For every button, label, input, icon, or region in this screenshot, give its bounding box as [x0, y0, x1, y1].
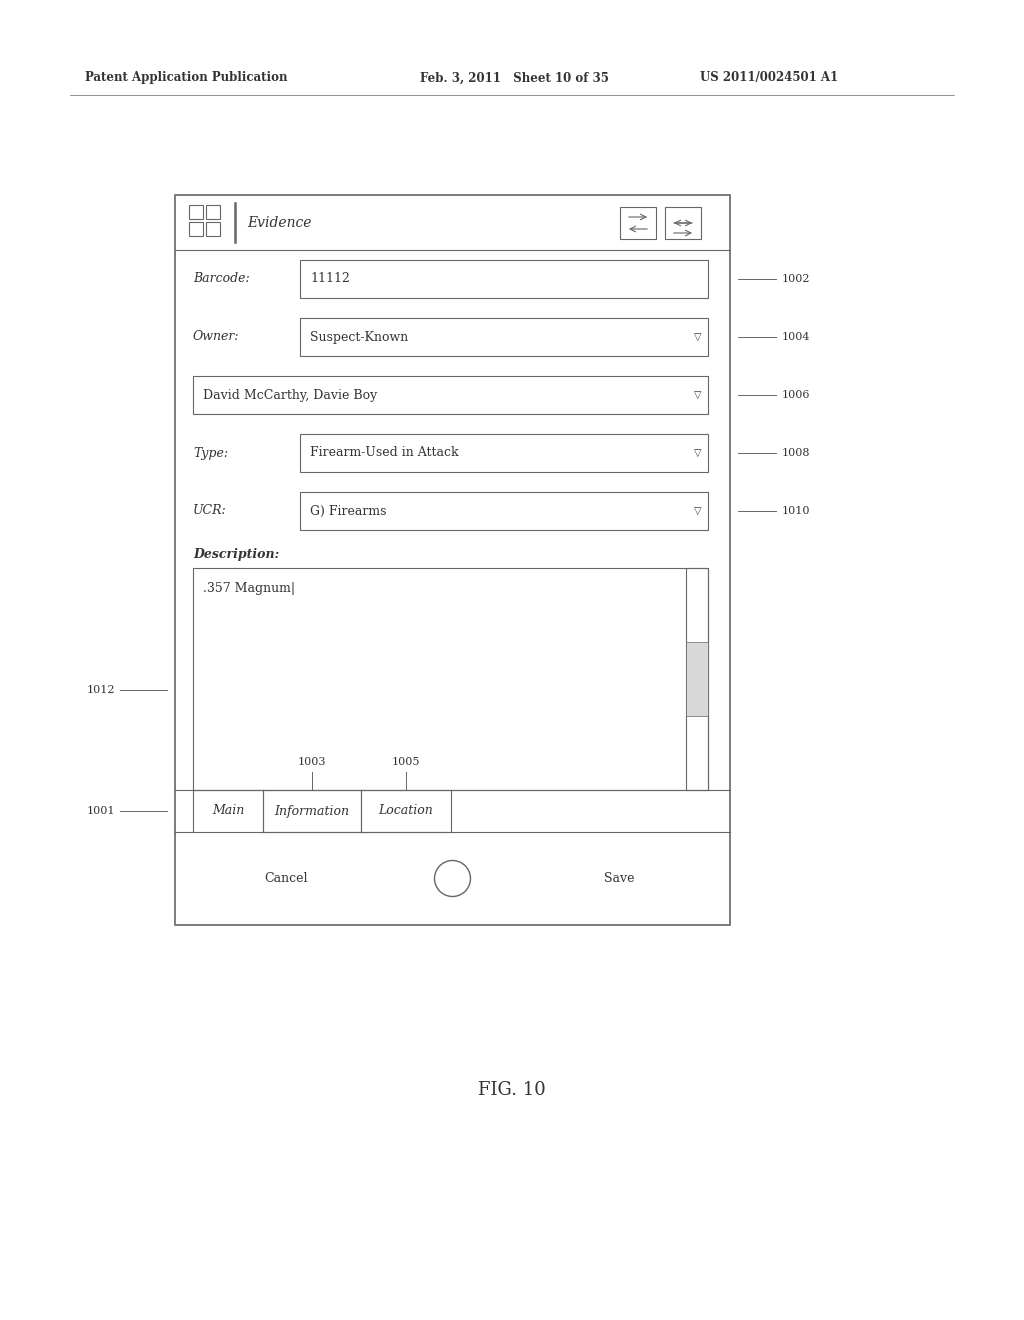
- Text: Owner:: Owner:: [193, 330, 240, 343]
- Bar: [175, 195, 730, 925]
- Text: 1006: 1006: [782, 389, 811, 400]
- Bar: [206, 222, 220, 236]
- Text: Patent Application Publication: Patent Application Publication: [85, 71, 288, 84]
- Text: UCR:: UCR:: [193, 504, 226, 517]
- Text: Cancel: Cancel: [264, 873, 308, 884]
- Bar: [189, 222, 203, 236]
- Text: Information: Information: [274, 804, 349, 817]
- Bar: [300, 260, 708, 298]
- Text: Save: Save: [604, 873, 634, 884]
- Bar: [300, 318, 708, 356]
- Text: Description:: Description:: [193, 548, 280, 561]
- Bar: [620, 207, 656, 239]
- Text: 1002: 1002: [782, 275, 811, 284]
- Bar: [189, 205, 203, 219]
- Text: Location: Location: [379, 804, 433, 817]
- Bar: [193, 568, 708, 789]
- Text: ▽: ▽: [694, 447, 701, 458]
- Text: 1008: 1008: [782, 447, 811, 458]
- Text: ▽: ▽: [694, 389, 701, 400]
- Text: 1012: 1012: [86, 685, 115, 696]
- Text: G) Firearms: G) Firearms: [310, 504, 386, 517]
- Text: ▽: ▽: [694, 333, 701, 342]
- Text: 1005: 1005: [392, 756, 420, 767]
- Text: US 2011/0024501 A1: US 2011/0024501 A1: [700, 71, 838, 84]
- Text: Type:: Type:: [193, 446, 228, 459]
- Bar: [665, 207, 701, 239]
- Text: 1003: 1003: [298, 756, 327, 767]
- Text: 1010: 1010: [782, 506, 811, 516]
- Text: ▽: ▽: [694, 506, 701, 516]
- Bar: [686, 568, 708, 789]
- Text: Barcode:: Barcode:: [193, 272, 250, 285]
- Bar: [193, 376, 708, 414]
- Text: Suspect-Known: Suspect-Known: [310, 330, 409, 343]
- Text: .357 Magnum|: .357 Magnum|: [203, 582, 295, 595]
- Text: David McCarthy, Davie Boy: David McCarthy, Davie Boy: [203, 388, 377, 401]
- Text: Evidence: Evidence: [247, 216, 311, 230]
- Bar: [300, 492, 708, 531]
- Text: FIG. 10: FIG. 10: [478, 1081, 546, 1100]
- Text: 1001: 1001: [86, 807, 115, 816]
- Bar: [300, 434, 708, 473]
- Text: 1004: 1004: [782, 333, 811, 342]
- Text: Firearm-Used in Attack: Firearm-Used in Attack: [310, 446, 459, 459]
- Bar: [206, 205, 220, 219]
- Text: Feb. 3, 2011   Sheet 10 of 35: Feb. 3, 2011 Sheet 10 of 35: [420, 71, 609, 84]
- Text: 11112: 11112: [310, 272, 350, 285]
- Text: Main: Main: [212, 804, 244, 817]
- Bar: [686, 642, 708, 715]
